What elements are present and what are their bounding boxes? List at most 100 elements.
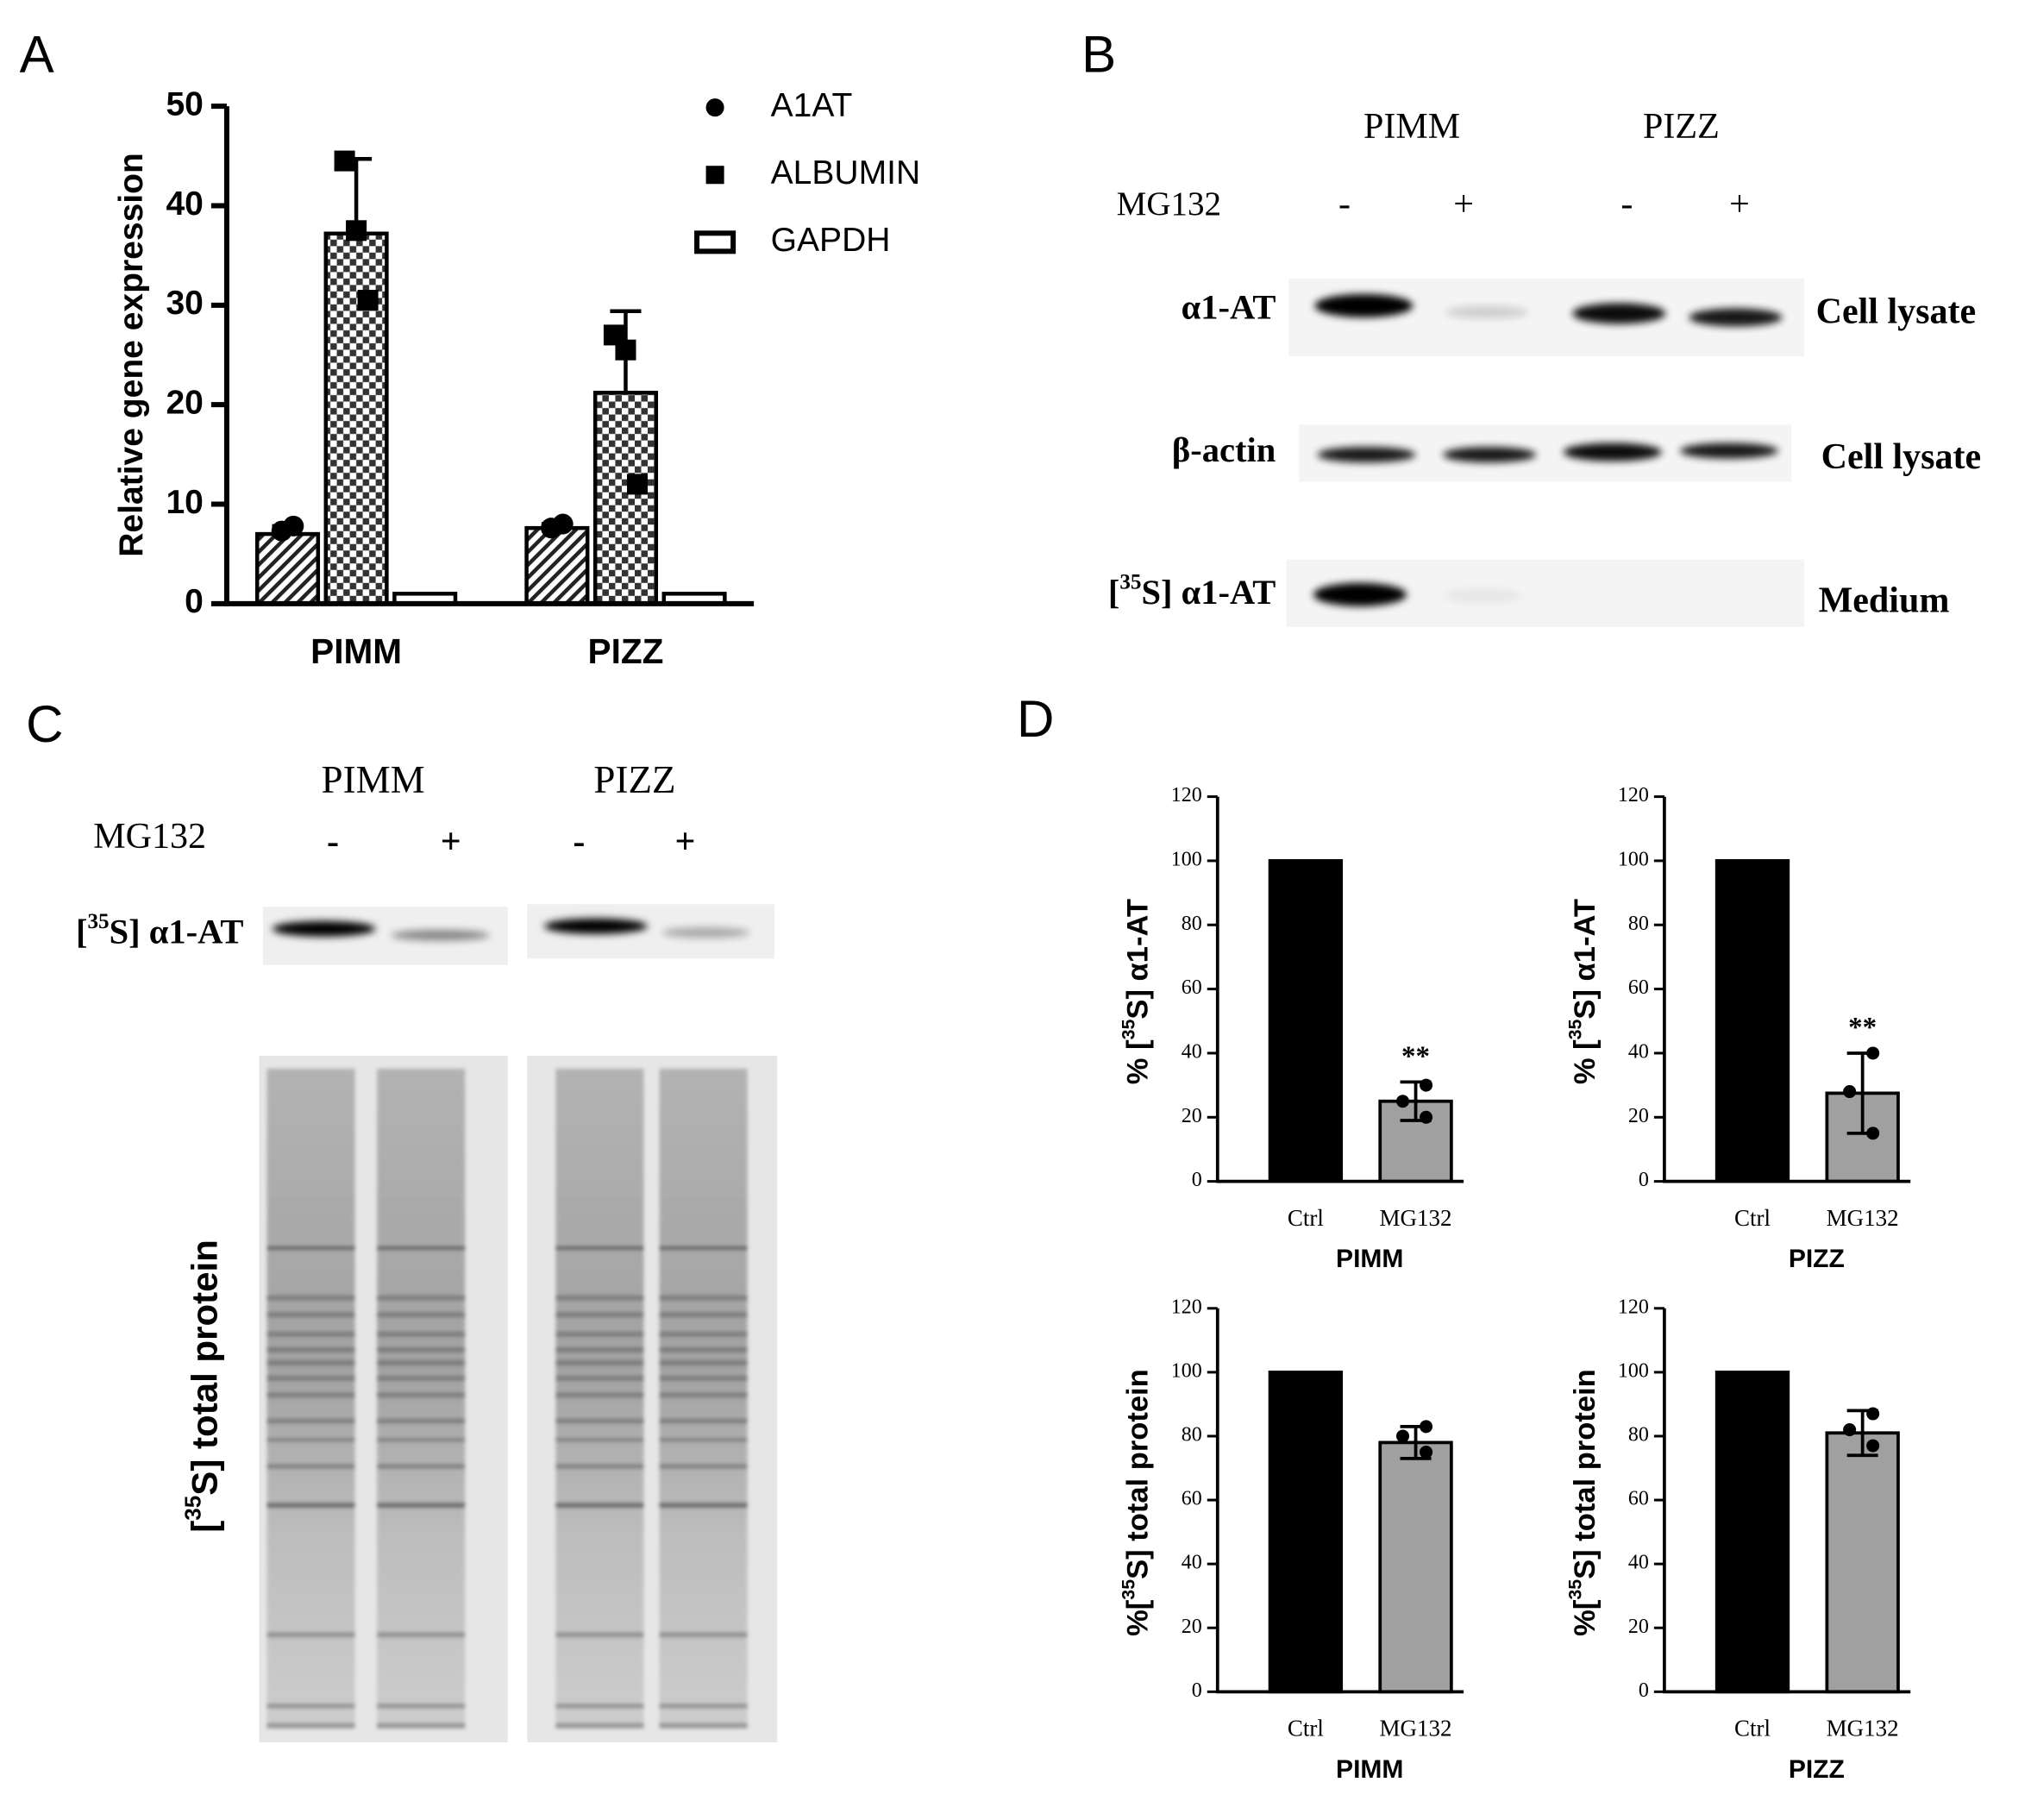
text-part: [ xyxy=(184,1521,224,1533)
band xyxy=(1689,308,1783,327)
gel-band xyxy=(377,1418,466,1424)
x-axis-label: PIZZ xyxy=(1789,1755,1845,1784)
bar xyxy=(1268,859,1344,1183)
data-point xyxy=(1420,1110,1433,1124)
lane-label: - xyxy=(1338,185,1351,224)
gel-band xyxy=(659,1418,748,1424)
x-tick-label: Ctrl xyxy=(1288,1205,1324,1231)
y-tick-label: 60 xyxy=(1628,976,1649,999)
legend-label: GAPDH xyxy=(771,222,891,259)
gel-band xyxy=(659,1375,748,1381)
gel-band xyxy=(266,1346,355,1352)
band xyxy=(1444,587,1522,604)
text-part: 35 xyxy=(1564,1579,1585,1600)
data-point xyxy=(1843,1423,1857,1437)
x-tick-label: Ctrl xyxy=(1288,1716,1324,1742)
gel-band xyxy=(659,1295,748,1301)
text-part: [ xyxy=(1108,573,1119,612)
gel-band xyxy=(555,1346,644,1352)
bar xyxy=(1378,1440,1453,1694)
group-label: PIMM xyxy=(322,758,425,801)
panel-label: B xyxy=(1081,25,1116,83)
lane-smear xyxy=(659,1068,748,1729)
gel-band xyxy=(377,1703,466,1709)
data-point xyxy=(615,339,636,361)
gel-band xyxy=(266,1246,355,1251)
y-tick-label: 40 xyxy=(1182,1040,1202,1063)
legend-marker xyxy=(705,98,724,117)
gel-band xyxy=(377,1375,466,1381)
legend-marker xyxy=(705,166,724,185)
gel-band xyxy=(659,1246,748,1251)
gel-band xyxy=(377,1392,466,1398)
gel-band xyxy=(555,1246,644,1251)
row-label: [35S] α1-AT xyxy=(76,910,243,951)
y-tick-label: 120 xyxy=(1618,784,1649,806)
y-tick-label: 40 xyxy=(166,185,203,223)
row-label: [35S] α1-AT xyxy=(1108,570,1276,612)
y-tick-label: 80 xyxy=(1628,1423,1649,1446)
y-tick-label: 80 xyxy=(1628,913,1649,935)
x-tick-label: Ctrl xyxy=(1734,1716,1771,1742)
gel-band xyxy=(266,1503,355,1509)
x-tick-label: MG132 xyxy=(1827,1205,1899,1231)
text-part: S] α1-AT xyxy=(1122,899,1155,1020)
data-point xyxy=(1843,1085,1857,1099)
x-tick-label: PIMM xyxy=(310,631,402,671)
data-point xyxy=(1420,1445,1433,1459)
y-tick-label: 80 xyxy=(1182,913,1202,935)
significance-label: ** xyxy=(1401,1041,1430,1072)
gel-band xyxy=(555,1312,644,1318)
band xyxy=(272,920,376,937)
y-tick-label: 40 xyxy=(1628,1552,1649,1574)
text-part: S] α1-AT xyxy=(110,913,244,951)
gel-band xyxy=(266,1331,355,1337)
gel-lane xyxy=(659,1068,748,1729)
y-tick-label: 100 xyxy=(1618,848,1649,870)
gel-band xyxy=(659,1703,748,1709)
y-tick-label: 120 xyxy=(1171,1296,1202,1318)
y-tick-label: 0 xyxy=(1192,1169,1202,1191)
bar xyxy=(1825,1431,1900,1694)
sample-label: Cell lysate xyxy=(1821,437,1982,477)
gel-band xyxy=(377,1246,466,1251)
gel-band xyxy=(659,1723,748,1729)
gel-band xyxy=(555,1331,644,1337)
treatment-label: MG132 xyxy=(93,817,206,857)
band xyxy=(661,927,750,938)
data-point xyxy=(1866,1407,1880,1421)
y-tick-label: 20 xyxy=(1628,1616,1649,1638)
data-point xyxy=(626,474,648,495)
legend-label: A1AT xyxy=(771,87,853,124)
band xyxy=(1317,447,1416,463)
bar xyxy=(254,531,321,606)
text-part: 35 xyxy=(1564,1019,1585,1039)
y-axis-label: %[35S] total protein xyxy=(1564,1369,1602,1636)
gel-band xyxy=(555,1632,644,1638)
band xyxy=(1563,442,1662,461)
data-point xyxy=(334,150,355,172)
gel-band xyxy=(659,1392,748,1398)
y-tick-label: 30 xyxy=(166,285,203,322)
band xyxy=(1679,442,1779,459)
gel-band xyxy=(555,1359,644,1365)
data-point xyxy=(283,515,304,537)
text-part: [ xyxy=(76,913,88,951)
treatment-label: MG132 xyxy=(1117,185,1221,223)
text-part: %[ xyxy=(1569,1599,1602,1636)
legend-label: ALBUMIN xyxy=(771,154,921,191)
gel-lane xyxy=(377,1068,466,1729)
x-tick-label: PIZZ xyxy=(588,631,664,671)
y-axis-label: %[35S] total protein xyxy=(1118,1369,1155,1636)
panel-label: D xyxy=(1017,690,1054,748)
text-part: %[ xyxy=(1122,1599,1155,1636)
gel-lane xyxy=(555,1068,644,1729)
data-point xyxy=(1396,1429,1410,1443)
gel-band xyxy=(659,1312,748,1318)
x-tick-label: MG132 xyxy=(1380,1205,1452,1231)
y-tick-label: 40 xyxy=(1182,1552,1202,1574)
y-tick-label: 0 xyxy=(185,583,204,620)
bar xyxy=(1714,1371,1790,1694)
text-part: S] α1-AT xyxy=(1141,573,1276,612)
